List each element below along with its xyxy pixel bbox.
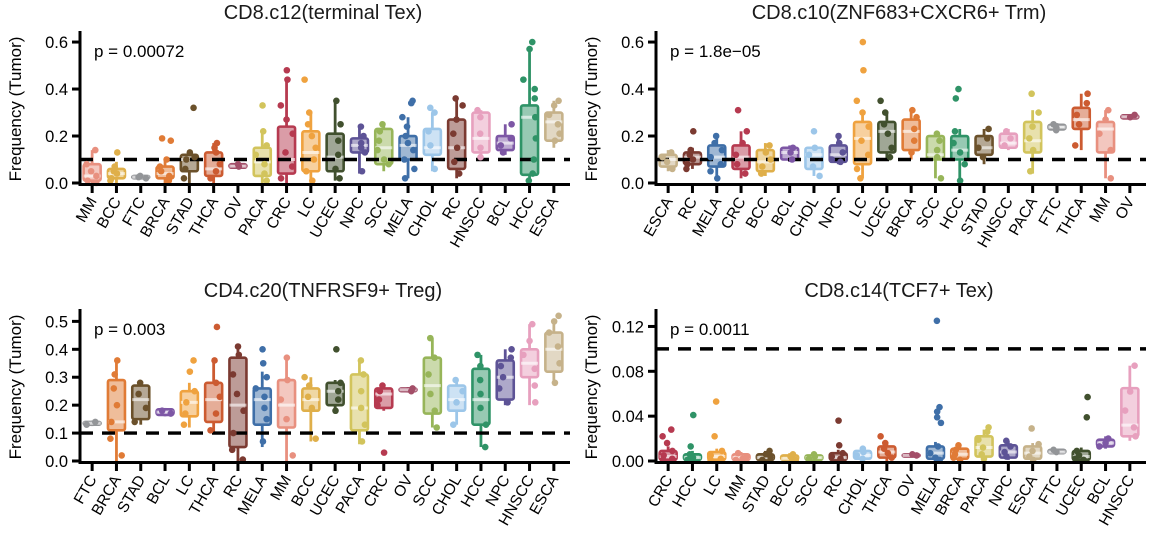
svg-text:CRC: CRC bbox=[718, 195, 750, 233]
p-value-label: p = 1.8e−05 bbox=[670, 42, 761, 61]
svg-text:0.5: 0.5 bbox=[45, 313, 68, 331]
boxplot-svg-cd8-c12: 0.00.20.40.6MMBCCFTCBRCASTADTHCAOVPACACR… bbox=[45, 31, 570, 251]
svg-text:0.4: 0.4 bbox=[621, 81, 644, 99]
svg-text:0.0: 0.0 bbox=[45, 175, 68, 193]
y-axis-label: Frequency (Tumor) bbox=[6, 314, 25, 460]
panel-cd8-c14: 0.00 0.04 0.08 0.12 CRC HCC LC MM STAD BCC SCC RC CH… bbox=[576, 278, 1153, 556]
svg-text:HCC: HCC bbox=[669, 473, 701, 511]
y-axis-label: Frequency (Tumor) bbox=[6, 36, 25, 182]
svg-text:0.4: 0.4 bbox=[45, 81, 68, 99]
svg-text:MM: MM bbox=[1086, 195, 1114, 226]
svg-text:CRC: CRC bbox=[361, 473, 393, 511]
panel-title: CD8.c12(terminal Tex) bbox=[223, 2, 423, 24]
panel-title: CD4.c20(TNFRSF9+ Treg) bbox=[203, 280, 443, 302]
svg-text:0.1: 0.1 bbox=[45, 425, 68, 443]
svg-text:CRC: CRC bbox=[645, 473, 677, 511]
p-value-label: p = 0.00072 bbox=[94, 42, 185, 61]
y-axis-label: Frequency (Tumor) bbox=[582, 314, 601, 460]
svg-text:0.3: 0.3 bbox=[45, 369, 68, 387]
svg-text:OV: OV bbox=[1112, 194, 1138, 222]
panel-cd4-c20: 0.0 0.1 0.2 0.3 0.4 0.5 FTC BRCA STAD BCL LC THCA RC… bbox=[0, 278, 576, 556]
svg-text:0.2: 0.2 bbox=[621, 128, 644, 146]
p-value-label: p = 0.003 bbox=[94, 320, 166, 339]
svg-text:BCC: BCC bbox=[767, 473, 798, 510]
svg-text:0.12: 0.12 bbox=[612, 318, 644, 336]
svg-text:BCC: BCC bbox=[94, 195, 125, 232]
svg-text:HCC: HCC bbox=[458, 473, 490, 511]
y-axis-label: Frequency (Tumor) bbox=[582, 36, 601, 182]
svg-text:0.2: 0.2 bbox=[45, 128, 68, 146]
svg-text:0.6: 0.6 bbox=[621, 34, 644, 52]
svg-text:0.4: 0.4 bbox=[45, 341, 68, 359]
svg-text:BCC: BCC bbox=[743, 195, 774, 232]
svg-text:0.04: 0.04 bbox=[612, 408, 644, 426]
svg-text:NPC: NPC bbox=[816, 195, 847, 232]
svg-text:CRC: CRC bbox=[263, 195, 295, 233]
panel-title: CD8.c14(TCF7+ Tex) bbox=[804, 280, 994, 302]
svg-text:0.6: 0.6 bbox=[45, 34, 68, 52]
svg-text:0.08: 0.08 bbox=[612, 363, 644, 381]
svg-text:0.2: 0.2 bbox=[45, 397, 68, 415]
svg-text:0.0: 0.0 bbox=[45, 453, 68, 471]
svg-text:0.0: 0.0 bbox=[621, 175, 644, 193]
panel-cd8-c10: 0.0 0.2 0.4 0.6 ESCA RC MELA CRC BCC BCL CHOL NPC LC… bbox=[576, 0, 1153, 278]
svg-text:BCL: BCL bbox=[144, 472, 174, 507]
panel-cd8-c12: 0.0 0.2 0.4 0.6 MM BCC FTC BRCA STAD THCA OV PACA CR… bbox=[0, 0, 576, 278]
panel-title: CD8.c10(ZNF683+CXCR6+ Trm) bbox=[751, 2, 1047, 24]
svg-text:0.00: 0.00 bbox=[612, 453, 644, 471]
p-value-label: p = 0.0011 bbox=[670, 320, 750, 339]
svg-text:NPC: NPC bbox=[337, 195, 368, 232]
svg-text:SCC: SCC bbox=[791, 473, 822, 510]
svg-text:ESCA: ESCA bbox=[641, 194, 677, 240]
